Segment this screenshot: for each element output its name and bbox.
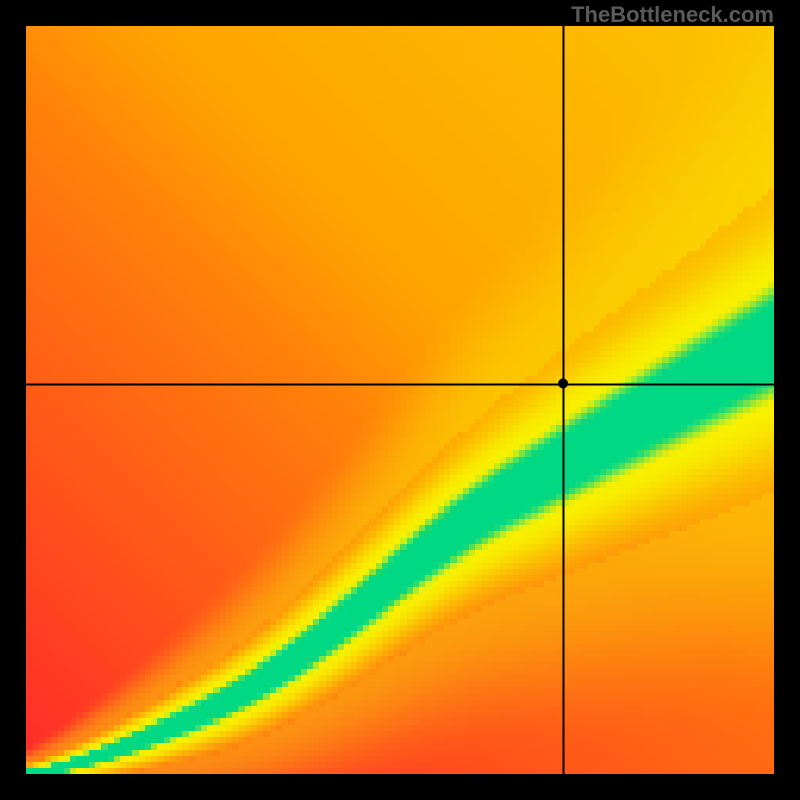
watermark-text: TheBottleneck.com (571, 2, 774, 28)
chart-container: TheBottleneck.com (0, 0, 800, 800)
bottleneck-heatmap (26, 26, 774, 774)
